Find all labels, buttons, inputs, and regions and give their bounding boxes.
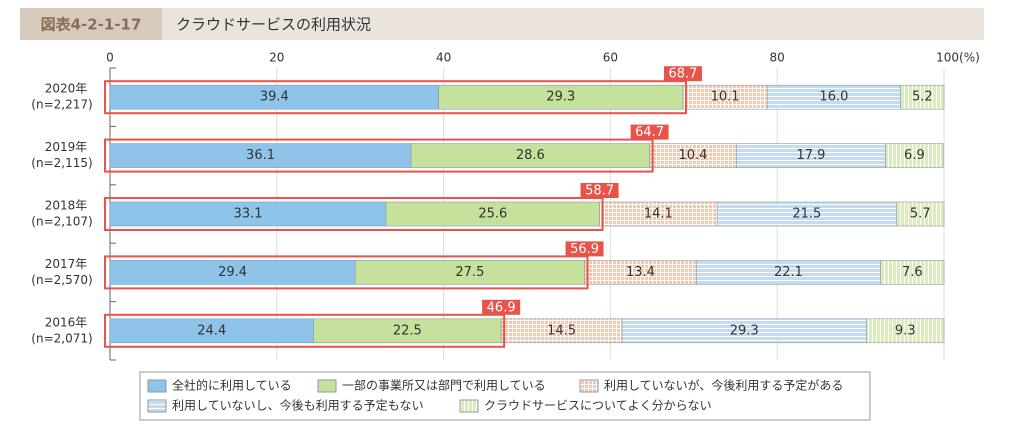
value-label: 29.3 <box>730 323 759 338</box>
bar-segment <box>599 201 718 227</box>
value-label: 10.4 <box>678 148 707 163</box>
value-label: 14.5 <box>547 323 576 338</box>
x-tick-label: 100(%) <box>936 51 980 65</box>
value-label: 39.4 <box>260 90 289 105</box>
bar-segment <box>109 260 356 285</box>
value-label: 6.9 <box>904 148 925 163</box>
value-label: 24.4 <box>197 323 226 338</box>
total-label-bg <box>630 124 669 140</box>
value-label: 22.5 <box>393 323 422 338</box>
value-label: 5.2 <box>912 90 933 105</box>
total-label: 58.7 <box>585 184 614 199</box>
total-label-bg <box>565 241 604 257</box>
sample-size-label: (n=2,217) <box>31 98 92 112</box>
sample-size-label: (n=2,071) <box>31 331 92 345</box>
total-label-bg <box>482 299 521 315</box>
x-tick-label: 80 <box>770 51 785 65</box>
legend-label: 利用していないが、今後利用する予定がある <box>604 378 843 393</box>
x-tick-label: 20 <box>269 51 284 65</box>
x-tick-label: 60 <box>603 51 618 65</box>
header-label: 図表4-2-1-17 <box>41 16 142 34</box>
bar-segment <box>766 84 901 110</box>
legend-label: 利用していないし、今後も利用する予定もない <box>172 398 424 413</box>
value-label: 25.6 <box>478 207 507 222</box>
total-box <box>104 313 506 348</box>
value-label: 10.1 <box>711 90 740 105</box>
bar-segment <box>410 143 650 168</box>
bar-segment <box>500 318 623 344</box>
legend-swatch <box>459 399 479 413</box>
total-label: 64.7 <box>635 125 664 140</box>
total-label: 56.9 <box>570 242 599 257</box>
value-label: 13.4 <box>626 265 655 280</box>
value-label: 29.4 <box>218 265 247 280</box>
bar-segment <box>682 84 768 110</box>
value-label: 33.1 <box>234 207 263 222</box>
legend-swatch <box>147 399 167 413</box>
sample-size-label: (n=2,107) <box>31 215 92 229</box>
category-label: 2019年 <box>45 140 88 154</box>
total-label: 68.7 <box>668 67 697 82</box>
bar-segment <box>354 260 585 285</box>
bar-segment <box>885 143 944 168</box>
legend-box <box>139 371 871 421</box>
bar-segment <box>866 318 945 344</box>
category-label: 2016年 <box>45 315 88 329</box>
chart-title: クラウドサービスの利用状況 <box>176 16 371 34</box>
value-label: 22.1 <box>774 265 803 280</box>
total-label-bg <box>663 66 702 82</box>
total-box <box>104 197 604 231</box>
total-label: 46.9 <box>487 300 516 315</box>
bar-segment <box>621 318 867 344</box>
bar-segment <box>109 84 439 110</box>
legend-swatch <box>147 379 167 393</box>
value-label: 16.0 <box>819 90 848 105</box>
value-label: 5.7 <box>910 207 931 222</box>
total-box <box>104 138 654 173</box>
category-label: 2018年 <box>45 199 88 213</box>
bar-segment <box>584 260 697 285</box>
legend-label: 全社的に利用している <box>172 378 292 393</box>
x-tick-label: 40 <box>436 51 451 65</box>
category-label: 2017年 <box>45 257 88 271</box>
bar-segment <box>736 143 886 168</box>
category-label: 2020年 <box>45 82 88 96</box>
value-label: 27.5 <box>455 265 484 280</box>
bar-segment <box>716 201 897 227</box>
value-label: 28.6 <box>516 148 545 163</box>
bar-segment <box>880 260 945 285</box>
bar-segment <box>900 84 945 110</box>
legend-swatch <box>579 379 599 393</box>
legend-label: 一部の事業所又は部門で利用している <box>342 378 546 393</box>
bar-segment <box>438 84 684 110</box>
bar-segment <box>109 143 412 168</box>
header-label-box <box>20 8 162 40</box>
legend-label: クラウドサービスについてよく分からない <box>484 399 712 413</box>
bar-segment <box>649 143 737 168</box>
value-label: 9.3 <box>895 323 916 338</box>
bar-segment <box>896 201 945 227</box>
bar-segment <box>385 201 600 227</box>
value-label: 29.3 <box>546 90 575 105</box>
value-label: 14.1 <box>644 207 673 222</box>
value-label: 21.5 <box>792 207 821 222</box>
sample-size-label: (n=2,570) <box>31 273 92 287</box>
value-label: 7.6 <box>902 265 923 280</box>
total-label-bg <box>580 183 619 198</box>
header-band <box>20 8 984 40</box>
x-tick-label: 0 <box>106 51 114 65</box>
sample-size-label: (n=2,115) <box>31 156 92 170</box>
value-label: 17.9 <box>797 148 826 163</box>
legend-swatch <box>317 379 337 393</box>
total-box <box>104 80 687 115</box>
total-box <box>104 255 589 290</box>
value-label: 36.1 <box>246 148 275 163</box>
bar-segment <box>109 201 387 227</box>
